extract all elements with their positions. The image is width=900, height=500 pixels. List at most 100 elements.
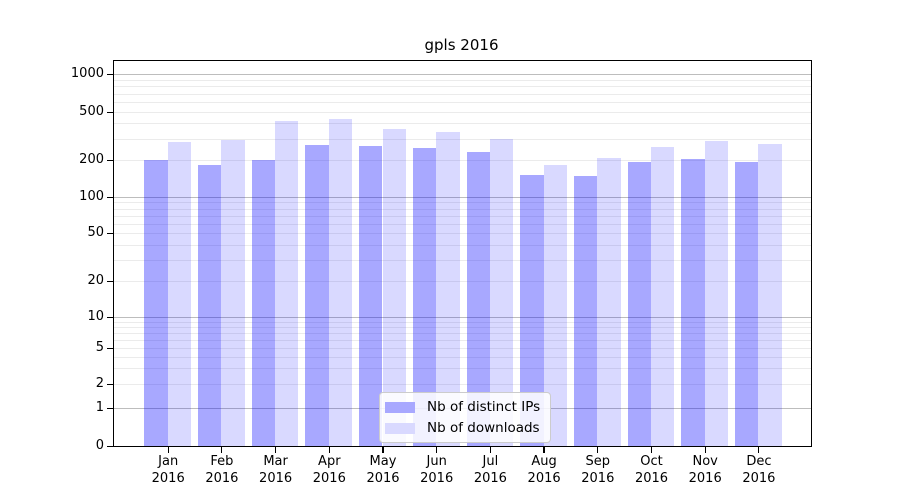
x-tick-label: Feb 2016: [205, 454, 239, 486]
minor-gridline: [114, 383, 811, 385]
plot-area: Nb of distinct IPs Nb of downloads: [113, 60, 812, 447]
major-gridline: [114, 317, 811, 318]
bar-downloads-mar: [275, 120, 299, 446]
y-tick-mark: [106, 280, 113, 283]
legend-label: Nb of distinct IPs: [427, 399, 541, 415]
bar-distinct-ips-jul: [466, 152, 490, 446]
legend-entry: Nb of distinct IPs: [385, 399, 540, 415]
y-tick-label: 10: [87, 309, 104, 324]
bar-downloads-nov: [704, 141, 729, 446]
x-tick-mark: [221, 447, 223, 453]
minor-gridline: [114, 326, 811, 328]
y-tick-mark: [106, 347, 113, 349]
legend: Nb of distinct IPs Nb of downloads: [379, 392, 552, 443]
bar-distinct-ips-dec: [735, 161, 759, 446]
x-tick-label: Jun 2016: [420, 454, 454, 486]
y-tick-mark: [106, 407, 113, 409]
y-tick-label: 20: [87, 273, 104, 288]
bar-distinct-ips-apr: [305, 145, 329, 446]
bar-distinct-ips-aug: [520, 175, 544, 446]
x-tick-label: Jul 2016: [473, 454, 507, 486]
y-tick-label: 100: [79, 188, 104, 204]
bar-distinct-ips-oct: [627, 161, 651, 446]
bar-distinct-ips-nov: [681, 159, 705, 446]
minor-gridline: [114, 101, 811, 103]
minor-gridline: [114, 138, 811, 140]
y-tick-label: 1000: [70, 66, 104, 82]
legend-entry: Nb of downloads: [385, 420, 540, 436]
minor-gridline: [114, 233, 811, 235]
bar-downloads-feb: [221, 140, 245, 446]
x-tick-label: Dec 2016: [742, 454, 776, 486]
bar-distinct-ips-feb: [198, 165, 222, 446]
x-tick-mark: [758, 447, 760, 453]
x-tick-label: Mar 2016: [259, 454, 293, 486]
y-tick-label: 500: [79, 103, 104, 119]
x-tick-label: Oct 2016: [634, 454, 669, 486]
bar-downloads-aug: [543, 165, 567, 446]
major-gridline: [114, 196, 811, 198]
y-tick-label: 1: [95, 399, 104, 415]
minor-gridline: [114, 347, 811, 349]
minor-gridline: [114, 159, 811, 161]
bar-downloads-sep: [597, 158, 621, 446]
minor-gridline: [114, 123, 811, 125]
bar-distinct-ips-jan: [144, 159, 168, 446]
x-tick-label: Sep 2016: [581, 454, 615, 486]
legend-swatch-downloads: [385, 422, 415, 434]
minor-gridline: [114, 202, 811, 204]
y-tick-label: 2: [95, 375, 104, 391]
bar-downloads-oct: [651, 147, 675, 446]
x-tick-label: Nov 2016: [688, 454, 722, 486]
y-tick-label: 50: [87, 225, 104, 241]
x-tick-mark: [543, 447, 545, 453]
y-tick-mark: [106, 383, 113, 385]
chart-title: gpls 2016: [424, 36, 499, 54]
bar-downloads-jun: [436, 131, 460, 446]
bar-downloads-dec: [758, 144, 782, 446]
y-tick-mark: [106, 111, 113, 113]
x-tick-label: May 2016: [366, 454, 400, 486]
x-tick-mark: [328, 447, 330, 453]
x-tick-mark: [597, 447, 599, 453]
minor-gridline: [114, 244, 811, 246]
minor-gridline: [114, 111, 811, 113]
bar-downloads-may: [382, 128, 406, 446]
bar-distinct-ips-sep: [573, 176, 598, 446]
minor-gridline: [114, 215, 811, 217]
x-tick-mark: [167, 447, 169, 453]
bar-downloads-jan: [167, 142, 192, 446]
minor-gridline: [114, 367, 811, 369]
minor-gridline: [114, 321, 811, 323]
y-tick-mark: [106, 233, 113, 235]
x-tick-mark: [382, 447, 384, 453]
x-tick-label: Aug 2016: [527, 454, 561, 486]
minor-gridline: [114, 339, 811, 341]
minor-gridline: [114, 281, 811, 282]
y-tick-mark: [106, 159, 113, 161]
minor-gridline: [114, 86, 811, 88]
bar-distinct-ips-mar: [251, 159, 276, 446]
minor-gridline: [114, 80, 811, 81]
major-gridline: [114, 74, 811, 76]
y-tick-mark: [106, 74, 113, 76]
y-tick-label: 0: [95, 438, 104, 453]
x-tick-mark: [436, 447, 438, 453]
minor-gridline: [114, 223, 811, 225]
bar-distinct-ips-may: [359, 146, 383, 446]
bar-downloads-apr: [328, 119, 353, 446]
y-tick-label: 5: [95, 339, 104, 355]
x-tick-mark: [274, 447, 277, 453]
minor-gridline: [114, 259, 811, 261]
x-tick-label: Jan 2016: [151, 454, 185, 486]
x-tick-mark: [650, 447, 653, 453]
minor-gridline: [114, 208, 811, 210]
x-tick-mark: [704, 447, 706, 453]
y-tick-mark: [106, 316, 113, 319]
minor-gridline: [114, 332, 811, 334]
legend-swatch-distinct-ips: [385, 401, 415, 413]
y-tick-mark: [106, 445, 113, 448]
minor-gridline: [114, 356, 811, 358]
y-tick-label: 200: [79, 151, 104, 167]
